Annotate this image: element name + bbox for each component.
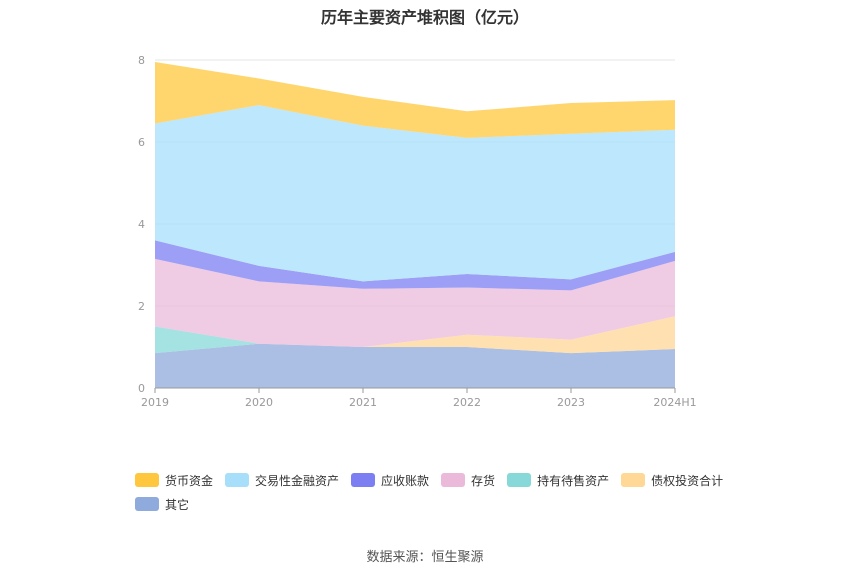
area-series-0[interactable] (155, 343, 675, 388)
legend-item[interactable]: 存货 (441, 472, 495, 488)
legend-item[interactable]: 持有待售资产 (507, 472, 609, 488)
legend-item[interactable]: 货币资金 (135, 472, 213, 488)
legend-label: 债权投资合计 (651, 473, 724, 488)
legend-item[interactable]: 应收账款 (351, 472, 429, 488)
legend-swatch (135, 473, 159, 487)
x-tick-label: 2023 (557, 396, 585, 409)
axes: 0 2 4 6 8 2019 2020 2021 2022 2023 2024H1 (138, 54, 697, 409)
legend-label: 应收账款 (381, 473, 430, 488)
y-tick-label: 8 (138, 54, 145, 67)
y-tick-label: 4 (138, 218, 145, 231)
legend-label: 其它 (165, 497, 190, 512)
legend-item[interactable]: 交易性金融资产 (225, 472, 339, 488)
legend-swatch (441, 473, 466, 487)
legend-label: 货币资金 (165, 473, 214, 488)
area-series-4[interactable] (155, 240, 675, 291)
legend-swatch (507, 473, 532, 487)
legend-label: 存货 (471, 473, 496, 488)
area-series-5[interactable] (155, 105, 675, 282)
legend: 货币资金 交易性金融资产 应收账款 存货 持有待售资产 债权投资合计其它 (135, 472, 755, 520)
legend-swatch (621, 473, 646, 487)
area-series (155, 62, 675, 388)
area-series-1[interactable] (155, 316, 675, 354)
area-series-3[interactable] (155, 258, 675, 347)
stacked-area-chart: 0 2 4 6 8 2019 2020 2021 2022 2023 2024H1 (138, 54, 697, 409)
legend-label: 交易性金融资产 (255, 473, 340, 488)
y-tick-label: 2 (138, 300, 145, 313)
area-series-6[interactable] (155, 62, 675, 138)
legend-item[interactable]: 其它 (135, 496, 189, 512)
data-source: 数据来源：恒生聚源 (366, 550, 484, 565)
x-tick-label: 2020 (245, 396, 273, 409)
chart-title: 历年主要资产堆积图（亿元） (320, 8, 529, 27)
x-tick-label: 2022 (453, 396, 481, 409)
legend-swatch (225, 473, 250, 487)
x-tick-label: 2024H1 (653, 396, 696, 409)
legend-swatch (135, 497, 159, 511)
x-tick-label: 2019 (141, 396, 169, 409)
legend-swatch (351, 473, 376, 487)
y-tick-label: 6 (138, 136, 145, 149)
legend-item[interactable]: 债权投资合计 (621, 472, 723, 488)
legend-label: 持有待售资产 (537, 473, 610, 488)
y-tick-label: 0 (138, 382, 145, 395)
x-tick-label: 2021 (349, 396, 377, 409)
